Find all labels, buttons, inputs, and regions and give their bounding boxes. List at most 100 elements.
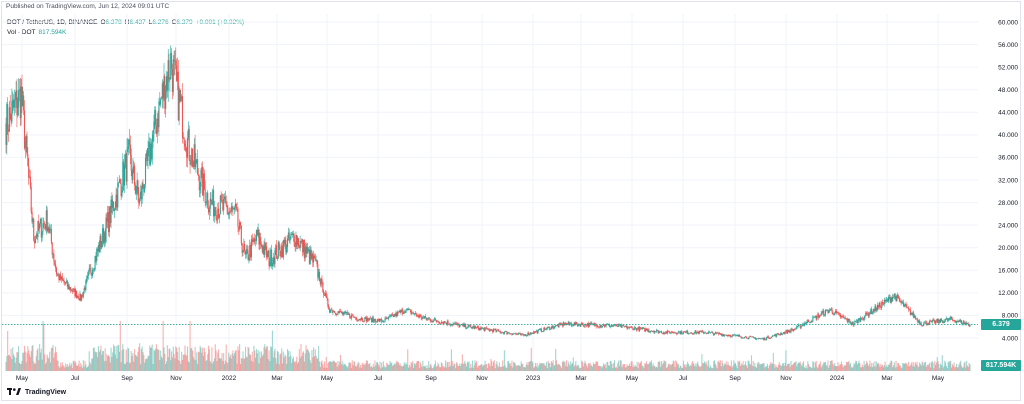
volume-bar [922, 362, 924, 371]
candle-body [858, 318, 860, 320]
candle-body [307, 247, 309, 252]
candle-body [708, 331, 711, 333]
volume-bar [304, 353, 306, 371]
candle-body [351, 315, 353, 316]
volume-bar [461, 354, 463, 371]
volume-bar [126, 361, 128, 371]
candle-body [401, 309, 403, 311]
volume-bar [281, 363, 284, 371]
volume-bar [879, 367, 881, 371]
volume-bar [654, 365, 656, 371]
volume-bar [192, 356, 194, 371]
candle-body [306, 247, 308, 254]
candle-body [205, 202, 207, 203]
candle-body [882, 304, 884, 305]
candle-body [92, 269, 94, 271]
candle-body [565, 323, 567, 325]
candle-body [379, 318, 381, 322]
volume-bar [428, 361, 430, 371]
volume-bar [698, 367, 700, 371]
volume-bar [34, 363, 36, 371]
candle-body [128, 139, 131, 145]
volume-bar [336, 366, 338, 371]
volume-bar [430, 365, 432, 371]
volume-bar [824, 361, 826, 371]
volume-bar [213, 361, 215, 371]
candle-body [761, 338, 763, 340]
candle-body [164, 76, 166, 109]
candle-body [868, 313, 870, 317]
candle-body [61, 276, 63, 280]
tradingview-brand[interactable]: TradingView [7, 388, 66, 396]
candle-body [20, 86, 22, 119]
candle-body [268, 250, 270, 267]
volume-bar [399, 363, 401, 371]
price-axis[interactable]: 60.00056.00052.00048.00044.00040.00036.0… [998, 19, 1018, 342]
candle-body [819, 315, 821, 317]
volume-bar [205, 360, 207, 371]
volume-bar [906, 364, 908, 371]
volume-bar [165, 364, 167, 371]
volume-bar [217, 352, 219, 371]
candle-body [729, 335, 731, 337]
volume-bar [687, 363, 689, 371]
candle-body [956, 320, 958, 323]
time-axis[interactable]: May Jul Sep Nov 2022 Mar May Jul Sep Nov 2023 Mar Ma… [16, 375, 945, 382]
candle-body [710, 332, 712, 333]
volume-bar [339, 361, 341, 371]
candle-body [130, 155, 132, 171]
candle-body [715, 332, 717, 334]
volume-bar [518, 365, 520, 371]
volume-bar [76, 365, 78, 371]
volume-bar [587, 367, 589, 371]
volume-bar [357, 361, 359, 371]
volume-bar [805, 365, 807, 371]
candle-body [175, 60, 177, 66]
candle-body [577, 324, 579, 326]
volume-bar [118, 351, 121, 371]
volume-bar [817, 368, 819, 371]
candle-body [44, 224, 47, 230]
volume-bar [743, 365, 745, 371]
volume-bar [60, 366, 63, 371]
candle-body [532, 333, 534, 335]
candle-body [904, 304, 906, 306]
candle-body [813, 316, 815, 318]
volume-bar [155, 348, 157, 371]
volume-bar [866, 362, 869, 371]
volume-bar [761, 363, 763, 371]
volume-bar [669, 363, 671, 371]
volume-bar [46, 354, 48, 371]
volume-bar [703, 361, 705, 371]
volume-bar [189, 321, 191, 371]
volume-bar [22, 352, 24, 371]
candle-body [191, 148, 193, 165]
candle-body [735, 335, 737, 336]
volume-bar [71, 368, 73, 371]
volume-bar [464, 360, 466, 371]
candle-body [936, 319, 938, 322]
candle-body [652, 331, 654, 332]
candle-body [550, 329, 552, 330]
candle-body [866, 313, 869, 315]
volume-bar [349, 362, 351, 371]
candle-body [503, 332, 505, 334]
volume-bar [665, 361, 667, 371]
candle-body [103, 232, 105, 244]
volume-bar [77, 364, 79, 371]
candle-body [444, 321, 446, 323]
volume-legend-row[interactable]: Vol · DOT 817.594K [7, 27, 247, 37]
candle-body [883, 299, 885, 305]
volume-bar [946, 368, 948, 371]
volume-bar [600, 366, 602, 371]
candle-body [897, 294, 899, 297]
volume-bar [526, 362, 528, 371]
volume-bar [913, 362, 915, 371]
candle-body [22, 95, 24, 107]
volume-bar [420, 364, 422, 371]
volume-bar [779, 364, 781, 371]
volume-bar [907, 365, 909, 371]
candle-body [811, 321, 813, 322]
volume-bar [90, 364, 92, 371]
